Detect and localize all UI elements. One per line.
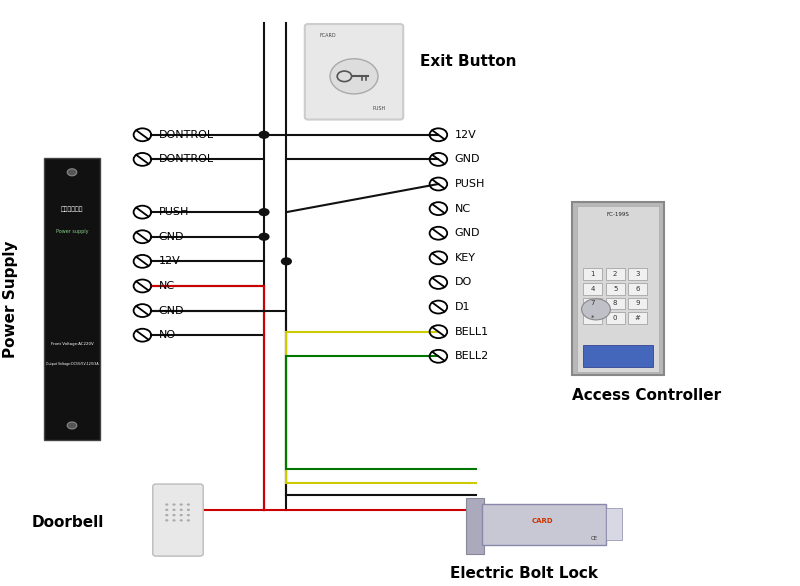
Text: Power supply: Power supply <box>56 229 88 234</box>
Text: PUSH: PUSH <box>454 179 485 189</box>
FancyBboxPatch shape <box>583 345 653 367</box>
Text: 2: 2 <box>613 271 618 277</box>
Text: CE: CE <box>590 536 598 541</box>
FancyBboxPatch shape <box>606 312 625 324</box>
FancyBboxPatch shape <box>44 158 100 440</box>
Circle shape <box>258 208 270 216</box>
Circle shape <box>179 503 182 506</box>
Text: 9: 9 <box>635 301 640 306</box>
Text: 4: 4 <box>590 286 595 292</box>
Text: Output Voltage:DC5V/5V,12V/3A: Output Voltage:DC5V/5V,12V/3A <box>46 362 98 366</box>
Circle shape <box>258 233 270 241</box>
Text: FC-199S: FC-199S <box>606 212 630 217</box>
FancyBboxPatch shape <box>628 268 647 280</box>
FancyBboxPatch shape <box>628 312 647 324</box>
Text: FCARD: FCARD <box>319 33 336 38</box>
FancyBboxPatch shape <box>628 298 647 309</box>
FancyBboxPatch shape <box>606 298 625 309</box>
FancyBboxPatch shape <box>577 206 659 372</box>
Text: PUSH: PUSH <box>373 105 386 111</box>
Circle shape <box>67 422 77 429</box>
Text: 8: 8 <box>613 301 618 306</box>
Text: Exit Button: Exit Button <box>420 54 517 69</box>
FancyBboxPatch shape <box>583 312 602 324</box>
Circle shape <box>258 131 270 139</box>
Text: GND: GND <box>454 228 480 239</box>
Text: BELL2: BELL2 <box>454 351 489 362</box>
Text: 1: 1 <box>590 271 595 277</box>
FancyBboxPatch shape <box>583 268 602 280</box>
Text: 5: 5 <box>613 286 618 292</box>
Text: 6: 6 <box>635 286 640 292</box>
Circle shape <box>582 299 610 320</box>
Text: CARD: CARD <box>532 518 554 524</box>
Text: Doorbell: Doorbell <box>32 515 104 530</box>
Circle shape <box>179 519 182 522</box>
FancyBboxPatch shape <box>606 268 625 280</box>
Text: BELL1: BELL1 <box>454 326 489 337</box>
Circle shape <box>165 509 168 511</box>
Text: PUSH: PUSH <box>158 207 189 217</box>
Text: GND: GND <box>158 305 184 316</box>
Text: NC: NC <box>454 203 470 214</box>
Text: Access Controller: Access Controller <box>572 388 721 403</box>
Circle shape <box>173 509 176 511</box>
Text: Electric Bolt Lock: Electric Bolt Lock <box>450 565 598 581</box>
FancyBboxPatch shape <box>606 283 625 295</box>
FancyBboxPatch shape <box>628 283 647 295</box>
Text: GND: GND <box>158 231 184 242</box>
Circle shape <box>165 503 168 506</box>
Circle shape <box>173 503 176 506</box>
FancyBboxPatch shape <box>583 283 602 295</box>
Circle shape <box>173 514 176 516</box>
Text: DONTROL: DONTROL <box>158 154 214 165</box>
Circle shape <box>186 514 190 516</box>
Circle shape <box>165 514 168 516</box>
Circle shape <box>179 509 182 511</box>
FancyBboxPatch shape <box>572 202 664 375</box>
Text: DO: DO <box>454 277 472 288</box>
Circle shape <box>186 503 190 506</box>
Circle shape <box>173 519 176 522</box>
FancyBboxPatch shape <box>606 508 622 540</box>
FancyBboxPatch shape <box>482 504 606 545</box>
Text: NC: NC <box>158 281 174 291</box>
FancyBboxPatch shape <box>466 498 484 554</box>
Circle shape <box>165 519 168 522</box>
Text: GND: GND <box>454 154 480 165</box>
Circle shape <box>330 59 378 94</box>
Text: 3: 3 <box>635 271 640 277</box>
Circle shape <box>186 519 190 522</box>
Text: *: * <box>591 315 594 321</box>
Text: #: # <box>634 315 641 321</box>
Text: Power Supply: Power Supply <box>3 240 18 357</box>
Circle shape <box>67 169 77 176</box>
Text: 门磁专用系列: 门磁专用系列 <box>61 206 83 212</box>
Text: 12V: 12V <box>158 256 180 267</box>
Text: KEY: KEY <box>454 253 475 263</box>
FancyBboxPatch shape <box>305 24 403 120</box>
Text: 7: 7 <box>590 301 595 306</box>
Text: Front Voltage:AC220V: Front Voltage:AC220V <box>50 342 94 346</box>
Circle shape <box>179 514 182 516</box>
Text: D1: D1 <box>454 302 470 312</box>
Circle shape <box>186 509 190 511</box>
Text: 12V: 12V <box>454 130 476 140</box>
FancyBboxPatch shape <box>583 298 602 309</box>
Circle shape <box>281 257 292 265</box>
FancyBboxPatch shape <box>153 484 203 556</box>
Text: DONTROL: DONTROL <box>158 130 214 140</box>
Text: 0: 0 <box>613 315 618 321</box>
Text: NO: NO <box>158 330 175 340</box>
